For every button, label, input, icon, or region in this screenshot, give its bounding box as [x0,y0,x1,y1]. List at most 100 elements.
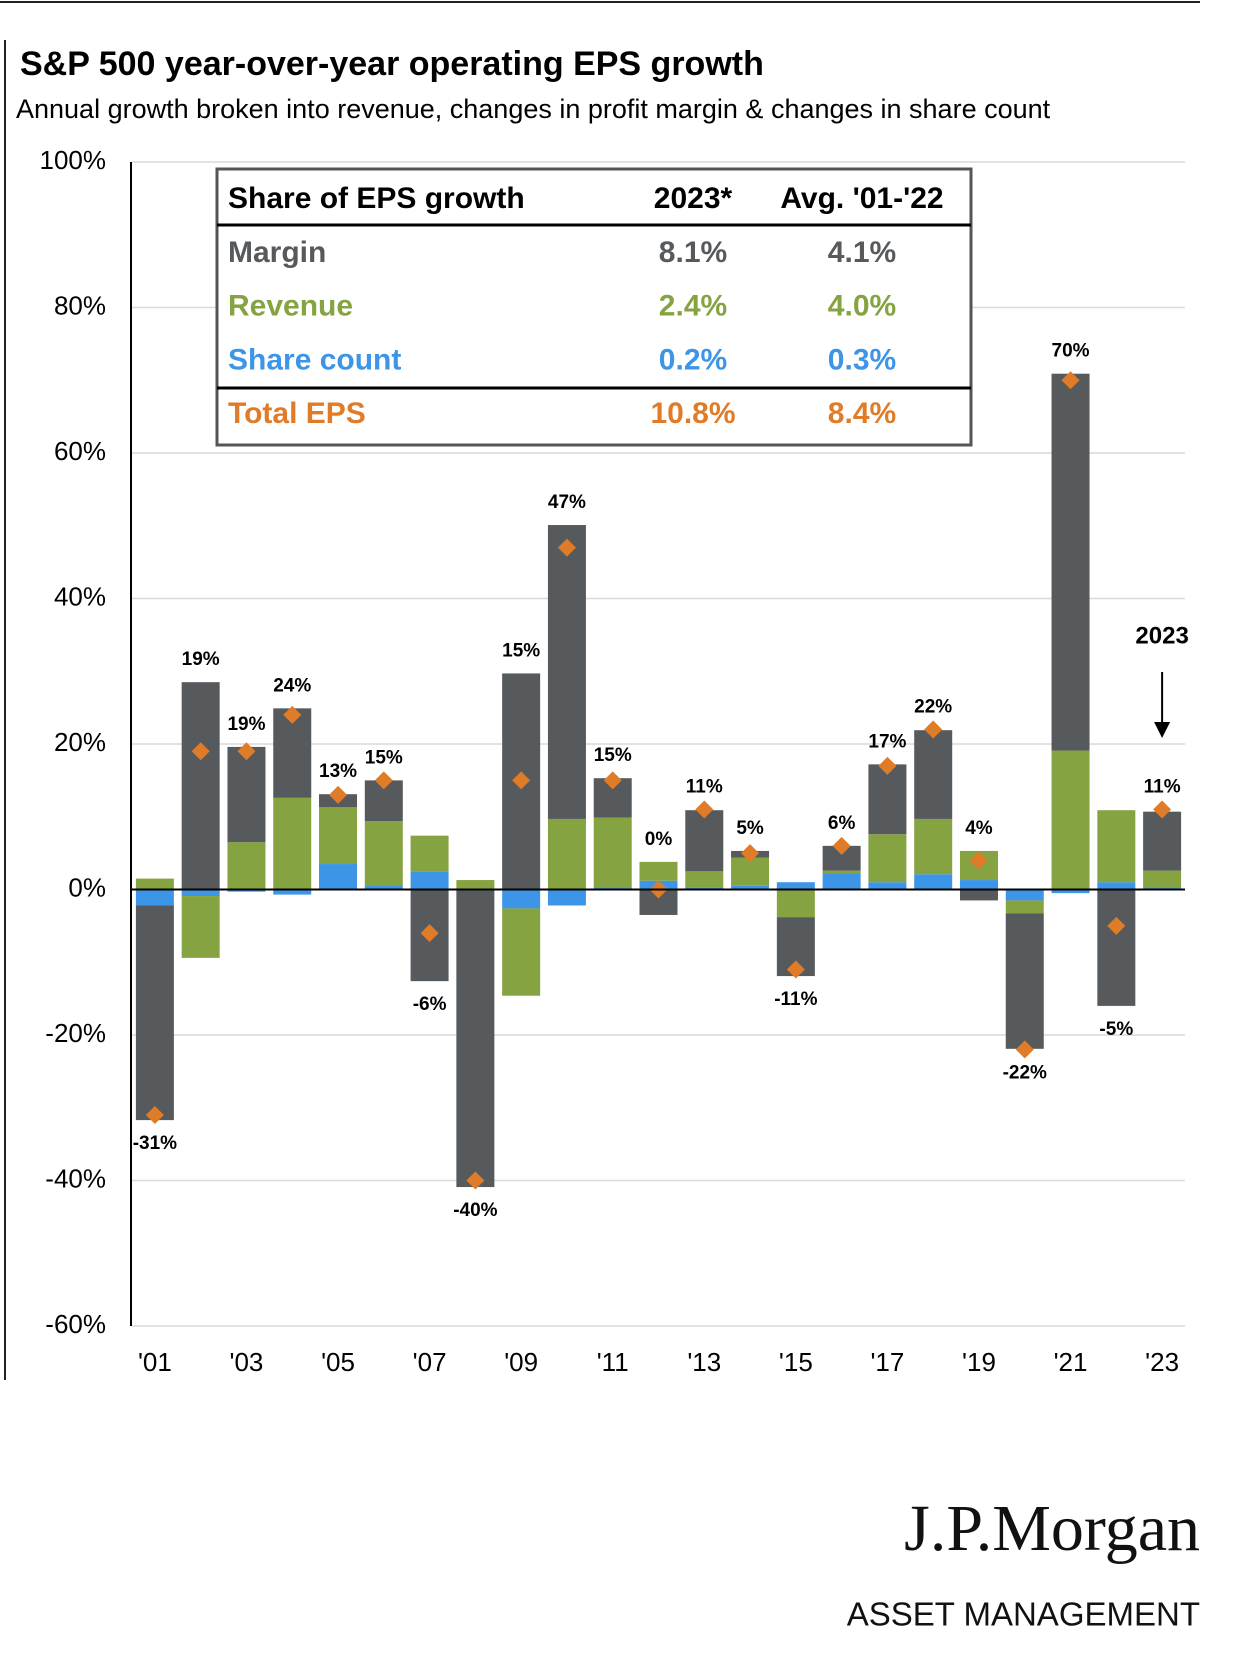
bar-segment [685,887,724,890]
bar-segment [639,861,678,881]
bar-segment [776,882,815,890]
y-tick-label: -20% [45,1018,106,1048]
annotation: 2023 [1135,622,1188,649]
bar-segment [410,835,449,872]
bar-segment [227,746,266,843]
table-cell: Margin [228,236,326,269]
data-label: 15% [365,747,403,768]
total-marker [786,960,805,979]
table-cell: Revenue [228,290,353,323]
data-label: 11% [1144,776,1181,797]
data-label: -6% [413,994,447,1015]
x-tick-label: '11 [597,1347,629,1377]
bar-segment [1097,882,1136,890]
bar-segment [319,864,358,890]
table-box [215,167,973,447]
total-marker [145,1106,164,1125]
data-label: 15% [594,745,632,766]
y-tick-label: -40% [45,1163,106,1193]
total-marker [283,705,302,724]
bar-segment [959,889,998,901]
bar-segment [135,889,174,906]
bar-segment [1005,900,1044,914]
data-label: 6% [828,813,856,834]
y-tick-label: -60% [45,1309,106,1339]
bar-segment [273,889,312,895]
chart-subtitle: Annual growth broken into revenue, chang… [16,94,1051,124]
x-tick-label: '09 [504,1347,538,1377]
table-cell: 0.2% [659,343,727,376]
data-label: 11% [686,776,723,797]
total-marker [695,800,714,819]
data-label: 47% [548,492,586,513]
chart-title: S&P 500 year-over-year operating EPS gro… [20,45,764,83]
bar-segment [1005,913,1044,1049]
bar-segment [731,885,770,890]
bar-segment [547,525,586,819]
bar-segment [822,870,861,874]
total-marker [237,742,256,761]
bar-segment [868,764,907,835]
y-tick-label: 100% [40,145,107,175]
total-marker [420,924,439,943]
data-label: 5% [736,818,764,839]
brand-logo: J.P.Morgan [904,1492,1200,1565]
bar-segment [547,818,586,890]
bars [135,373,1182,1188]
bar-segment [868,834,907,883]
x-tick-label: '13 [687,1347,721,1377]
bar-segment [135,878,174,890]
data-label: 15% [502,640,540,661]
y-tick-label: 0% [68,872,106,902]
bar-segment [959,880,998,890]
total-marker [969,851,988,870]
bar-segment [319,807,358,865]
bar-segment [731,857,770,886]
data-label: 17% [868,731,906,752]
bar-segment [1097,810,1136,883]
table-cell: 10.8% [650,397,735,430]
bar-segment [593,817,632,889]
x-tick-label: '01 [138,1347,172,1377]
bar-segment [914,818,953,875]
bar-segment [1051,373,1090,751]
y-tick-label: 60% [54,436,106,466]
total-marker [512,771,531,790]
table-cell: 8.4% [828,397,896,430]
bar-segment [135,905,174,1121]
data-label: 19% [227,714,265,735]
data-label: 19% [182,649,220,670]
data-label: 0% [645,829,673,850]
total-marker [466,1171,485,1190]
bar-segment [273,797,312,890]
bar-segment [822,873,861,890]
bar-segment [914,730,953,819]
brand-subtitle: ASSET MANAGEMENT [847,1596,1200,1633]
table-cell: 8.1% [659,236,727,269]
bar-segment [364,821,403,886]
total-marker [329,785,348,804]
data-label: 4% [965,818,993,839]
x-tick-label: '19 [962,1347,996,1377]
bar-segment [364,885,403,890]
bar-segment [1097,889,1136,1006]
table-header: Avg. '01-'22 [780,182,943,215]
bar-segment [1143,811,1182,871]
data-label: -11% [774,989,817,1010]
total-marker [557,538,576,557]
data-label: -31% [133,1133,177,1154]
x-tick-label: '17 [870,1347,904,1377]
x-tick-label: '03 [230,1347,264,1377]
x-tick-label: '23 [1145,1347,1179,1377]
bar-segment [685,810,724,872]
bar-segment [547,889,586,906]
bar-segment [1005,889,1044,901]
total-marker [878,756,897,775]
data-label: 13% [319,761,357,782]
x-tick-label: '15 [779,1347,813,1377]
total-marker [191,742,210,761]
bar-segment [776,889,815,918]
x-tick-label: '21 [1054,1347,1088,1377]
y-tick-label: 80% [54,290,106,320]
